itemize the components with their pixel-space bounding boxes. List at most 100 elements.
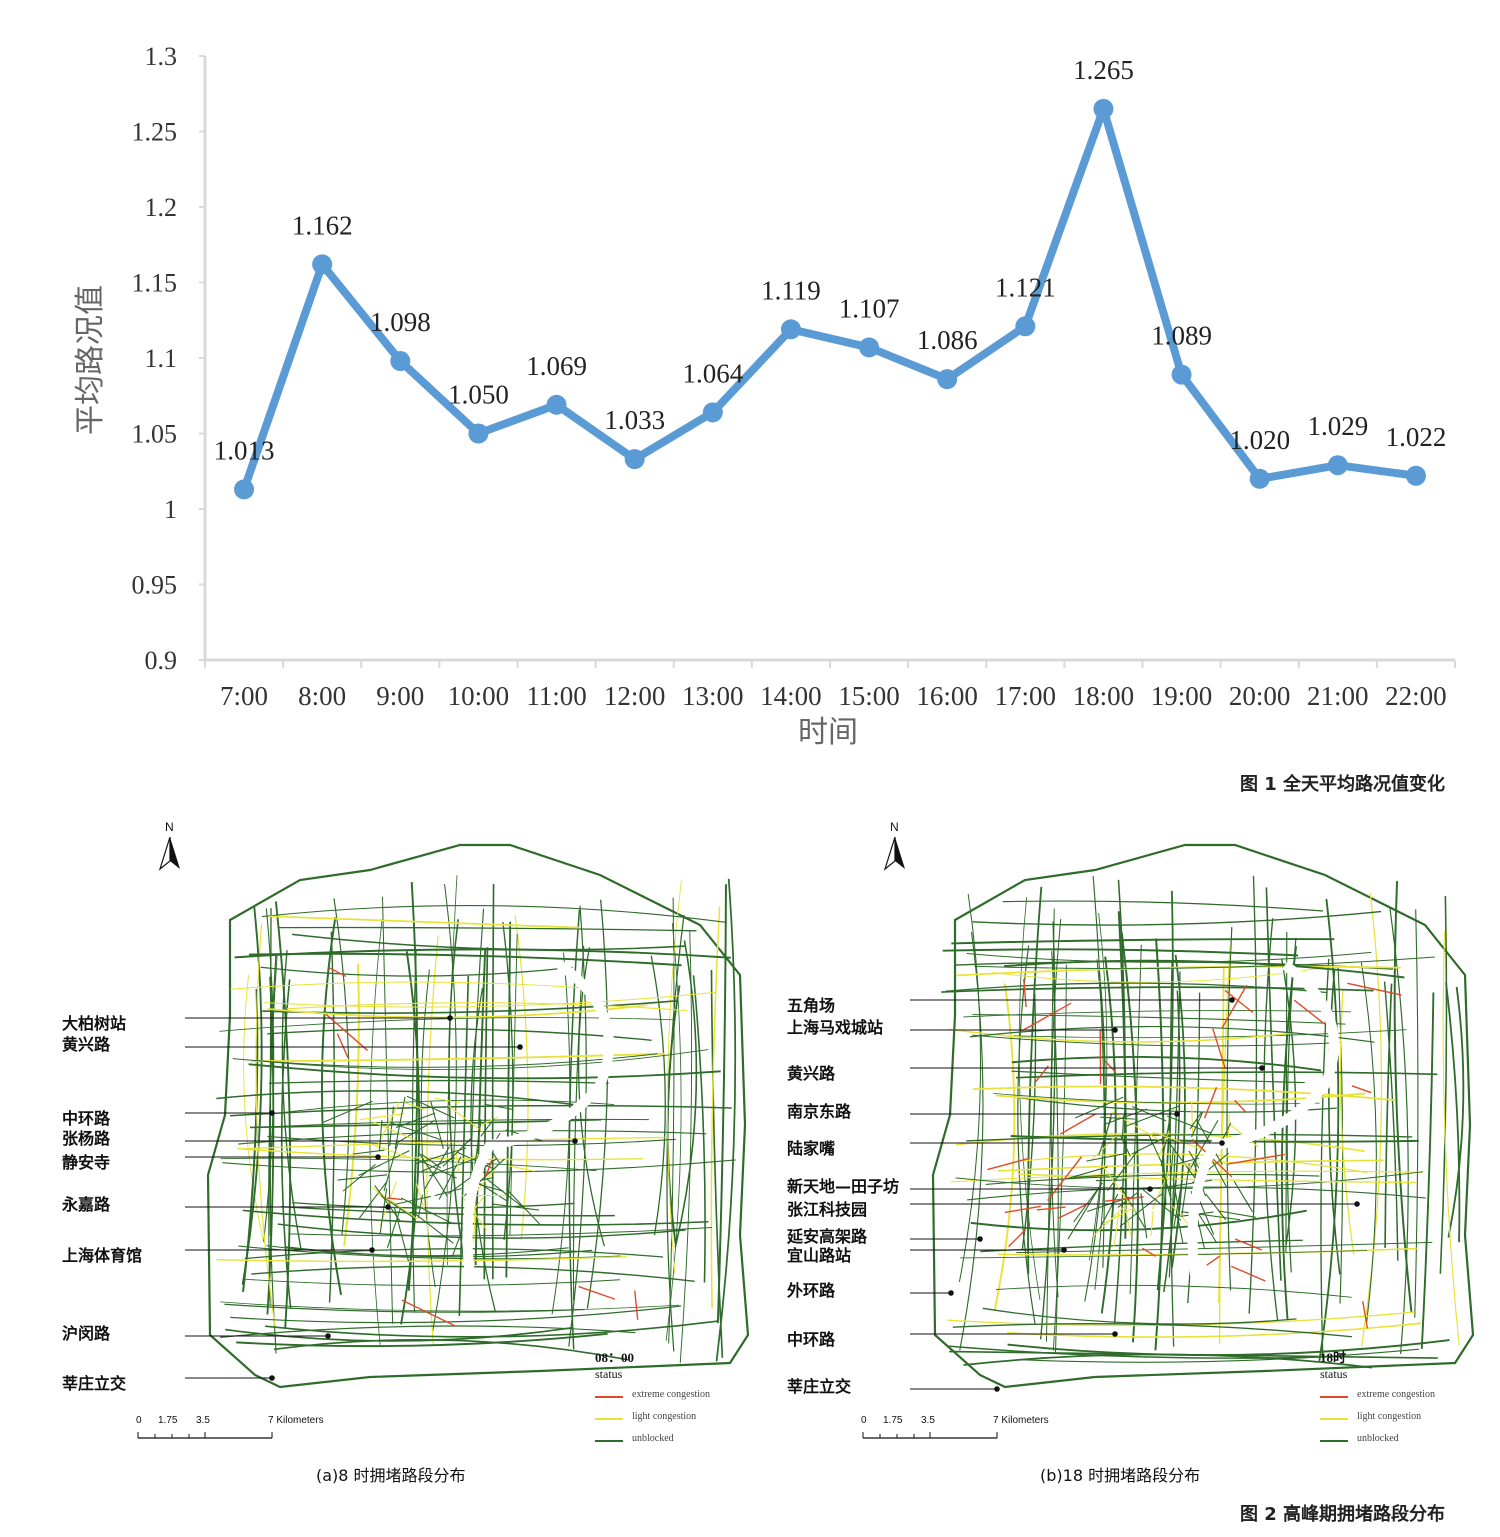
y-axis-title: 平均路况值 [73,285,108,435]
road-segment [415,1147,467,1165]
road-segment [1447,986,1465,1238]
data-label: 1.069 [526,351,587,381]
road-segment [277,1223,686,1239]
road-segment [1011,1055,1322,1072]
road-segment [428,1157,478,1177]
place-marker [1229,997,1235,1003]
road-segment [970,1209,1307,1232]
x-tick-label: 18:00 [1073,681,1135,711]
place-label: 上海马戏城站 [787,1018,884,1037]
place-label: 永嘉路 [62,1195,111,1214]
road-segment [280,979,292,1310]
road-segment [1018,1153,1368,1174]
place-marker [447,1015,453,1021]
road-segment [1233,1180,1254,1213]
data-label: 1.098 [370,307,431,337]
scale-0: 0 [861,1415,867,1426]
road-segment [1148,1134,1165,1167]
road-segment [1100,956,1117,1314]
road-segment [948,1028,1296,1043]
x-tick-label: 10:00 [448,681,510,711]
road-segment [1002,900,1324,912]
scale-1: 1.75 [883,1415,903,1426]
road-segment [1151,1169,1171,1210]
road-segment [415,1183,425,1210]
road-segment [650,955,666,1236]
map-b-subcaption: (b)18 时拥堵路段分布 [1040,1466,1201,1485]
road-segment [286,1002,688,1012]
data-point [468,423,489,444]
road-segment [432,883,457,1332]
place-label: 五角场 [787,996,836,1015]
place-marker [385,1204,391,1210]
road-segment [448,919,465,1258]
road-segment [716,884,727,1324]
road-segment [1166,1139,1196,1179]
road-segment [942,948,1299,957]
data-point [1249,468,1270,489]
road-segment [421,1153,442,1169]
map-outline [206,843,750,1389]
road-segment [1027,886,1043,1275]
road-segment [1150,1211,1154,1236]
road-segment [478,1116,499,1127]
data-label: 1.121 [995,272,1056,302]
congested-segment [1293,999,1326,1025]
road-segment [358,1181,388,1219]
legend-swatch-unblocked [595,1440,623,1442]
road-segment [248,1063,721,1080]
road-segment [220,1157,597,1172]
x-tick-label: 20:00 [1229,681,1291,711]
x-tick-label: 19:00 [1151,681,1213,711]
congested-segment [1105,1196,1144,1202]
road-segment [991,967,1322,983]
y-tick-label: 1.3 [145,42,178,71]
road-segment [969,1025,1375,1043]
road-segment [1248,875,1258,1314]
road-segment [470,987,496,1312]
road-segment [273,1339,629,1361]
place-label: 莘庄立交 [787,1377,852,1396]
road-segment [238,1136,665,1150]
road-segment [505,1188,541,1225]
congested-segment [578,1285,616,1300]
road-segment [1169,1147,1174,1191]
place-label: 沪闵路 [62,1324,111,1343]
north-arrow-icon [883,837,905,871]
road-segment [985,1173,1320,1185]
road-segment [1120,1136,1131,1157]
road-segment [1181,1163,1190,1216]
road-segment [1004,959,1405,979]
place-label: 静安寺 [62,1153,111,1172]
congested-segment [1224,989,1254,1014]
place-label: 中环路 [787,1330,836,1349]
congested-segment [1231,1265,1266,1282]
road-segment [486,1103,513,1110]
road-segment [715,878,737,1362]
road-segment [395,1112,436,1129]
data-label: 1.119 [761,275,821,305]
place-label: 张江科技园 [787,1200,868,1219]
road-segment [400,951,421,1325]
road-segment [369,919,383,1345]
road-segment [244,1278,621,1286]
x-axis: 7:00 8:00 9:00 10:00 11:00 12:00 13:00 14:00 15:… [204,658,1456,711]
road-segment [1140,1193,1148,1239]
x-tick-label: 9:00 [376,681,424,711]
road-segment [568,905,587,1347]
road-segment [1045,908,1055,1342]
road-segment [1328,970,1341,1275]
road-segment [674,940,698,1248]
road-segment [1111,1111,1162,1142]
road-segment [1100,1116,1135,1120]
road-segment [238,1130,707,1145]
congested-segment [1008,1228,1027,1248]
road-segment [220,1325,636,1338]
north-arrow-icon [158,837,180,871]
place-marker [1112,1331,1118,1337]
scale-0: 0 [136,1415,142,1426]
road-segment [972,1014,1346,1025]
road-segment [1280,946,1298,1320]
road-segment [1188,1150,1201,1171]
road-segment [417,1157,455,1174]
